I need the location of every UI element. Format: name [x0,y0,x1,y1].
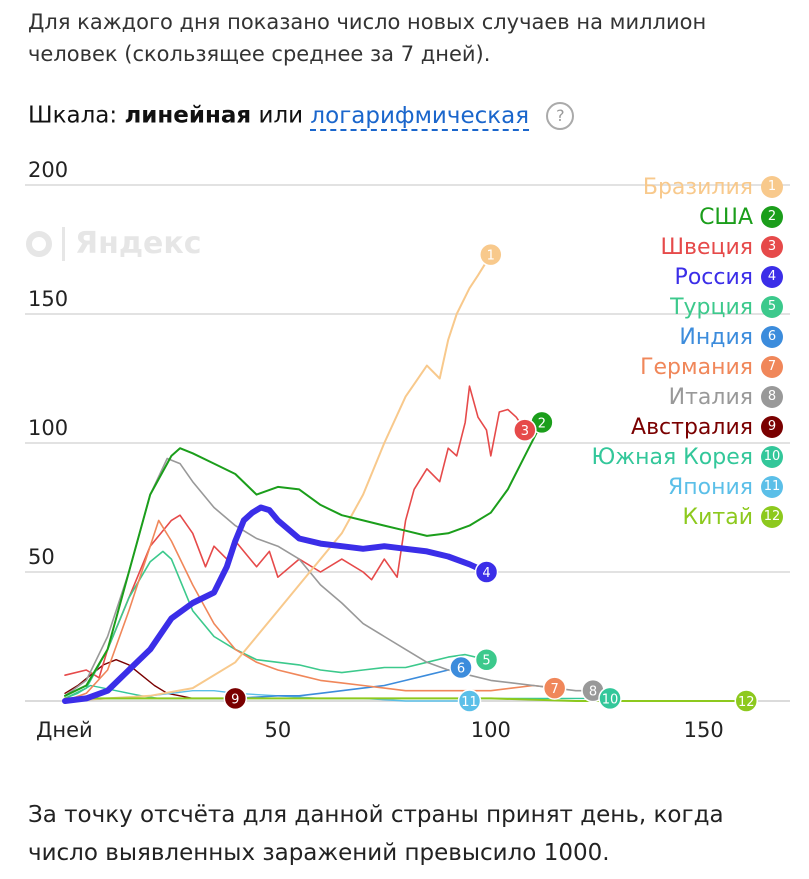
yandex-logo-icon [26,230,52,257]
legend-number-badge: 7 [761,356,783,378]
marker-number: 2 [538,416,546,431]
scale-linear-option[interactable]: линейная [124,102,252,129]
marker-circle [479,242,503,267]
legend-number-badge: 5 [761,296,783,318]
marker-number: 4 [482,566,490,581]
series-end-marker-6: 6 [449,655,473,680]
marker-number: 12 [738,695,755,710]
help-icon[interactable]: ? [546,102,575,130]
series-end-marker-4: 4 [474,560,499,584]
marker-circle [223,686,248,711]
scale-or-text: или [258,102,304,129]
legend-item-2[interactable]: США 2 [592,202,783,232]
legend-number-badge: 11 [761,476,783,498]
legend-number-badge: 10 [761,446,783,468]
legend-label: Италия [668,384,753,410]
series-end-marker-5: 5 [474,647,499,672]
y-tick-label: 150 [28,287,68,311]
marker-circle [734,689,759,713]
series-end-marker-9: 9 [223,686,248,711]
series-line-7 [64,519,556,702]
footer-note: За точку отсчёта для данной страны приня… [28,802,724,866]
legend-number-badge: 2 [761,206,783,228]
series-line-4 [62,504,490,704]
series-end-marker-7: 7 [542,676,567,700]
legend-label: Россия [674,264,753,290]
marker-number: 10 [602,692,619,707]
marker-number: 8 [589,685,597,700]
series-line-1 [64,253,492,702]
legend-item-7[interactable]: Германия 7 [592,352,783,382]
series-end-marker-1: 1 [479,242,503,267]
legend-label: Бразилия [642,174,753,200]
x-axis-label: Дней [36,718,93,742]
legend-label: Австралия [631,414,753,440]
scale-log-option[interactable]: логарифмическая [310,102,530,131]
watermark-divider [62,226,65,261]
marker-number: 7 [551,682,559,697]
series-end-marker-3: 3 [513,418,537,442]
legend-number-badge: 4 [761,266,783,288]
scale-label: Шкала: [28,102,118,129]
marker-number: 6 [457,661,465,676]
legend-label: Южная Корея [591,444,753,470]
legend-item-4[interactable]: Россия 4 [592,262,783,292]
legend-number-badge: 1 [761,176,783,198]
legend-item-5[interactable]: Турция 5 [592,292,783,322]
legend-item-9[interactable]: Австралия 9 [592,412,783,442]
marker-number: 9 [231,692,239,707]
marker-circle [542,676,567,700]
legend-item-3[interactable]: Швеция 3 [592,232,783,262]
legend-number-badge: 3 [761,236,783,258]
legend-number-badge: 9 [761,416,783,438]
legend-label: Япония [667,474,753,500]
y-tick-label: 100 [28,416,68,440]
series-end-marker-12: 12 [734,689,759,713]
legend-number-badge: 12 [761,506,783,528]
x-tick-label: 50 [265,718,292,742]
legend-item-10[interactable]: Южная Корея 10 [592,442,783,472]
legend-item-8[interactable]: Италия 8 [592,382,783,412]
marker-number: 5 [482,654,490,669]
marker-circle [457,689,482,713]
watermark-text: Яндекс [75,226,202,261]
chart-legend: Бразилия 1 США 2 Швеция 3 Россия 4 Турция 5 Индия 6… [592,172,783,532]
series-end-marker-11: 11 [457,689,482,713]
series-end-marker-10: 10 [598,686,622,711]
series-line-3 [64,385,526,679]
legend-number-badge: 6 [761,326,783,348]
legend-label: Швеция [660,234,753,260]
marker-circle [513,418,537,442]
series-line-2 [64,421,543,697]
x-tick-label: 100 [471,718,511,742]
y-tick-label: 200 [28,160,68,182]
marker-circle [474,647,499,672]
legend-label: Индия [679,324,753,350]
marker-number: 1 [487,249,495,264]
legend-label: Турция [670,294,753,320]
marker-number: 3 [521,424,529,439]
legend-number-badge: 8 [761,386,783,408]
series-line-8 [64,457,594,697]
legend-item-11[interactable]: Япония 11 [592,472,783,502]
x-tick-label: 150 [684,718,724,742]
legend-label: Германия [640,354,753,380]
marker-circle [598,686,622,711]
legend-item-1[interactable]: Бразилия 1 [592,172,783,202]
legend-label: США [699,204,753,230]
yandex-watermark: Яндекс [26,226,202,261]
marker-circle [474,560,499,584]
marker-circle [449,655,473,680]
legend-item-6[interactable]: Индия 6 [592,322,783,352]
legend-item-12[interactable]: Китай 12 [592,502,783,532]
marker-number: 11 [461,695,478,710]
chart-description: Для каждого дня показано число новых слу… [28,10,707,66]
y-tick-label: 50 [28,545,55,569]
legend-label: Китай [682,504,753,530]
scale-switch: Шкала: линейная или логарифмическая ? [28,102,575,131]
